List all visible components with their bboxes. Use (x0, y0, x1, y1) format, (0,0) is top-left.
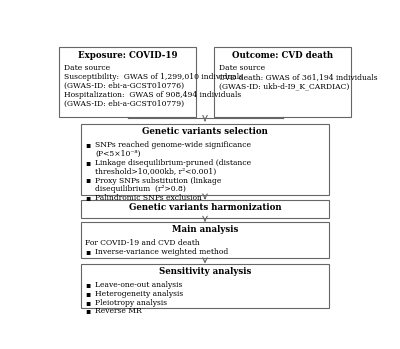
Text: ▪: ▪ (85, 298, 90, 306)
Text: Reverse MR: Reverse MR (95, 307, 142, 315)
Text: Inverse-variance weighted method: Inverse-variance weighted method (95, 248, 228, 256)
FancyBboxPatch shape (81, 200, 329, 218)
Text: disequilibrium  (r²>0.8): disequilibrium (r²>0.8) (95, 185, 186, 193)
Text: Susceptibility:  GWAS of 1,299,010 individuals: Susceptibility: GWAS of 1,299,010 indivi… (64, 73, 243, 81)
FancyBboxPatch shape (81, 263, 329, 308)
Text: threshold>10,000kb, r²<0.001): threshold>10,000kb, r²<0.001) (95, 168, 216, 176)
Text: Proxy SNPs substitution (linkage: Proxy SNPs substitution (linkage (95, 177, 221, 185)
Text: Palindromic SNPs exclusion: Palindromic SNPs exclusion (95, 194, 202, 202)
Text: Heterogeneity analysis: Heterogeneity analysis (95, 290, 183, 298)
Text: Linkage disequilibrium-pruned (distance: Linkage disequilibrium-pruned (distance (95, 159, 251, 167)
Text: Genetic variants selection: Genetic variants selection (142, 127, 268, 136)
Text: CVD death: GWAS of 361,194 individuals: CVD death: GWAS of 361,194 individuals (219, 73, 377, 81)
Text: ▪: ▪ (85, 141, 90, 149)
Text: ▪: ▪ (85, 307, 90, 315)
Text: Date source: Date source (219, 65, 265, 73)
Text: For COVID-19 and CVD death: For COVID-19 and CVD death (85, 239, 200, 247)
Text: Outcome: CVD death: Outcome: CVD death (232, 51, 333, 60)
FancyBboxPatch shape (81, 124, 329, 195)
Text: Sensitivity analysis: Sensitivity analysis (159, 267, 251, 276)
FancyBboxPatch shape (214, 47, 351, 117)
Text: ▪: ▪ (85, 248, 90, 256)
Text: Main analysis: Main analysis (172, 225, 238, 235)
Text: ▪: ▪ (85, 194, 90, 202)
Text: Hospitalization:  GWAS of 908,494 individuals: Hospitalization: GWAS of 908,494 individ… (64, 91, 241, 99)
Text: (GWAS-ID: ebi-a-GCST010776): (GWAS-ID: ebi-a-GCST010776) (64, 82, 184, 90)
Text: ▪: ▪ (85, 177, 90, 185)
Text: Date source: Date source (64, 65, 110, 73)
Text: Exposure: COVID-19: Exposure: COVID-19 (78, 51, 177, 60)
Text: ▪: ▪ (85, 281, 90, 289)
Text: Leave-one-out analysis: Leave-one-out analysis (95, 281, 182, 289)
FancyBboxPatch shape (59, 47, 196, 117)
Text: ▪: ▪ (85, 290, 90, 298)
Text: (P<5×10⁻⁸): (P<5×10⁻⁸) (95, 150, 140, 158)
Text: (GWAS-ID: ukb-d-I9_K_CARDIAC): (GWAS-ID: ukb-d-I9_K_CARDIAC) (219, 82, 349, 90)
FancyBboxPatch shape (81, 222, 329, 258)
Text: Genetic variants harmonization: Genetic variants harmonization (129, 203, 281, 212)
Text: SNPs reached genome-wide significance: SNPs reached genome-wide significance (95, 141, 251, 149)
Text: ▪: ▪ (85, 159, 90, 167)
Text: Pleiotropy analysis: Pleiotropy analysis (95, 298, 167, 306)
Text: (GWAS-ID: ebi-a-GCST010779): (GWAS-ID: ebi-a-GCST010779) (64, 100, 184, 108)
